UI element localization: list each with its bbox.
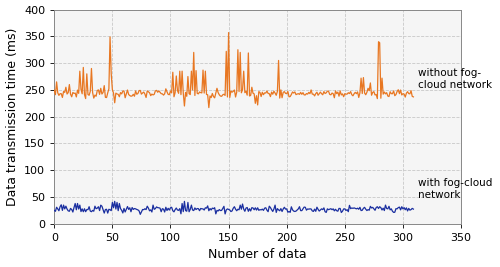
Text: with fog-cloud
network: with fog-cloud network xyxy=(418,178,492,200)
Text: without fog-
cloud network: without fog- cloud network xyxy=(418,68,492,90)
X-axis label: Number of data: Number of data xyxy=(208,249,307,261)
Y-axis label: Data transmission time (ms): Data transmission time (ms) xyxy=(6,28,18,206)
